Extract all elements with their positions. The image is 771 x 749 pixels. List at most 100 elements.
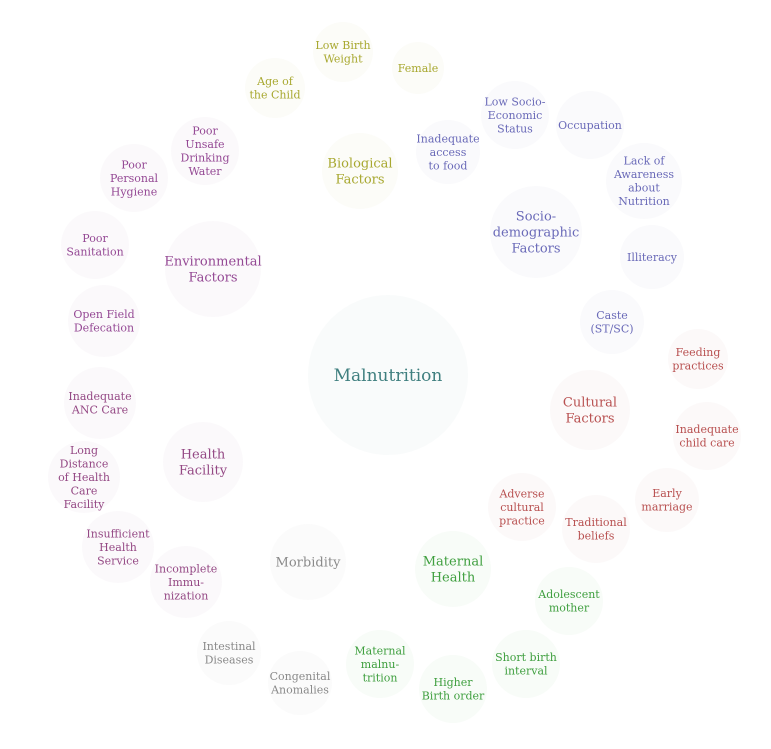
node-traditional-beliefs: Traditional beliefs xyxy=(565,516,627,543)
node-label-socio-demographic-factors: Socio-demographic Factors xyxy=(493,210,580,257)
node-label-line: Malnutrition xyxy=(334,366,443,386)
node-lack-of-awareness: Lack of Awareness about Nutrition xyxy=(613,155,674,209)
node-health-facility: Health Facility xyxy=(179,448,228,479)
node-long-distance-health-care: Long Distance of Health Care Facility xyxy=(58,444,110,511)
node-label-feeding-practices: Feeding practices xyxy=(672,346,724,373)
node-adverse-cultural-practice: Adverse cultural practice xyxy=(498,487,544,527)
node-label-congenital-anomalies: Congenital Anomalies xyxy=(270,670,331,697)
node-label-illiteracy: Illiteracy xyxy=(627,251,678,264)
node-label-line: Facility xyxy=(64,498,106,511)
node-label-line: Inadequate xyxy=(675,423,738,436)
node-label-line: Socio- xyxy=(516,210,556,225)
node-age-of-child: Age of the Child xyxy=(249,75,300,102)
node-label-line: interval xyxy=(504,665,548,678)
node-occupation: Occupation xyxy=(558,119,622,132)
node-label-maternal-malnutrition: Maternal malnu-trition xyxy=(354,644,406,684)
node-label-low-birth-weight: Low Birth Weight xyxy=(315,39,370,66)
node-female: Female xyxy=(398,62,439,75)
node-label-age-of-child: Age of the Child xyxy=(249,75,300,102)
node-label-line: Economic xyxy=(488,109,543,122)
node-caste: Caste (ST/SC) xyxy=(590,309,633,336)
node-label-line: Defecation xyxy=(74,322,134,335)
node-label-line: Diseases xyxy=(205,654,254,667)
node-label-short-birth-interval: Short birth interval xyxy=(495,651,557,678)
node-label-line: Inadequate xyxy=(68,390,131,403)
node-poor-personal-hygiene: Poor Personal Hygiene xyxy=(110,158,159,198)
node-label-line: Health xyxy=(431,571,476,586)
node-label-poor-sanitation: Poor Sanitation xyxy=(66,232,123,259)
node-low-birth-weight: Low Birth Weight xyxy=(315,39,370,66)
node-label-line: Anomalies xyxy=(270,684,329,697)
node-label-line: (ST/SC) xyxy=(590,323,633,336)
node-higher-birth-order: Higher Birth order xyxy=(422,676,485,703)
node-label-line: practices xyxy=(672,360,724,373)
node-feeding-practices: Feeding practices xyxy=(672,346,724,373)
node-inadequate-anc-care: Inadequate ANC Care xyxy=(68,390,131,417)
node-label-line: beliefs xyxy=(578,530,615,543)
node-illiteracy: Illiteracy xyxy=(627,251,678,264)
node-label-line: Awareness xyxy=(613,168,674,181)
node-label-intestinal-diseases: Intestinal Diseases xyxy=(202,640,256,667)
node-label-line: Traditional xyxy=(565,516,627,529)
node-label-line: about xyxy=(628,182,660,195)
node-adolescent-mother: Adolescent mother xyxy=(537,588,600,615)
node-label-line: Morbidity xyxy=(276,556,342,571)
node-label-line: Female xyxy=(398,62,439,75)
node-label-line: Intestinal xyxy=(202,640,256,653)
node-label-line: Open Field xyxy=(73,308,134,321)
node-label-line: Service xyxy=(97,554,139,567)
node-label-line: of Health xyxy=(58,471,110,484)
node-label-environmental-factors: Environmental Factors xyxy=(164,255,261,286)
node-label-early-marriage: Early marriage xyxy=(641,487,692,513)
node-poor-sanitation: Poor Sanitation xyxy=(66,232,123,259)
node-low-socio-economic-status: Low Socio-Economic Status xyxy=(484,95,545,135)
node-label-line: Birth order xyxy=(422,690,485,703)
node-label-open-field-defecation: Open Field Defecation xyxy=(73,308,134,335)
node-label-line: Occupation xyxy=(558,119,622,132)
node-label-line: Poor xyxy=(82,232,108,245)
node-label-line: Congenital xyxy=(270,670,331,683)
node-socio-demographic-factors: Socio-demographic Factors xyxy=(493,210,580,257)
node-label-health-facility: Health Facility xyxy=(179,448,228,479)
node-label-line: the Child xyxy=(249,89,300,102)
node-label-line: ANC Care xyxy=(71,404,128,417)
node-label-line: Adolescent xyxy=(537,588,600,601)
node-label-line: Poor xyxy=(121,158,147,171)
node-intestinal-diseases: Intestinal Diseases xyxy=(202,640,256,667)
node-label-line: Environmental xyxy=(164,255,261,270)
node-label-line: Personal xyxy=(110,172,159,185)
node-label-line: Higher xyxy=(433,676,473,689)
node-label-line: Low Birth xyxy=(315,39,370,52)
node-label-maternal-health: Maternal Health xyxy=(423,555,483,586)
node-label-line: malnu- xyxy=(361,658,400,671)
node-label-line: trition xyxy=(363,671,398,684)
node-label-line: Insufficient xyxy=(86,527,150,540)
node-morbidity: Morbidity xyxy=(276,556,342,571)
node-inadequate-access-food: Inadequate access to food xyxy=(416,132,479,172)
node-label-inadequate-anc-care: Inadequate ANC Care xyxy=(68,390,131,417)
node-label-caste: Caste (ST/SC) xyxy=(590,309,633,336)
node-maternal-health: Maternal Health xyxy=(423,555,483,586)
node-label-line: nization xyxy=(164,589,209,602)
node-label-poor-unsafe-water: Poor Unsafe Drinking Water xyxy=(181,125,230,179)
node-label-malnutrition: Malnutrition xyxy=(334,366,443,386)
node-label-morbidity: Morbidity xyxy=(276,556,342,571)
node-label-line: Long xyxy=(70,444,98,457)
node-label-adverse-cultural-practice: Adverse cultural practice xyxy=(498,487,544,527)
node-label-line: Distance xyxy=(60,457,109,470)
node-label-long-distance-health-care: Long Distance of Health Care Facility xyxy=(58,444,110,511)
node-label-line: Lack of xyxy=(624,155,666,168)
node-label-line: Feeding xyxy=(676,346,721,359)
node-label-line: Drinking xyxy=(181,152,230,165)
node-label-line: Early xyxy=(652,487,682,500)
node-label-line: Inadequate xyxy=(416,132,479,145)
node-label-inadequate-access-food: Inadequate access to food xyxy=(416,132,479,172)
node-incomplete-immunization: Incomplete Immu-nization xyxy=(155,562,218,602)
node-label-occupation: Occupation xyxy=(558,119,622,132)
node-label-line: Hygiene xyxy=(111,185,157,198)
node-label-line: Immu- xyxy=(168,576,204,589)
node-label-line: Status xyxy=(497,122,533,135)
node-label-line: Health xyxy=(181,448,226,463)
